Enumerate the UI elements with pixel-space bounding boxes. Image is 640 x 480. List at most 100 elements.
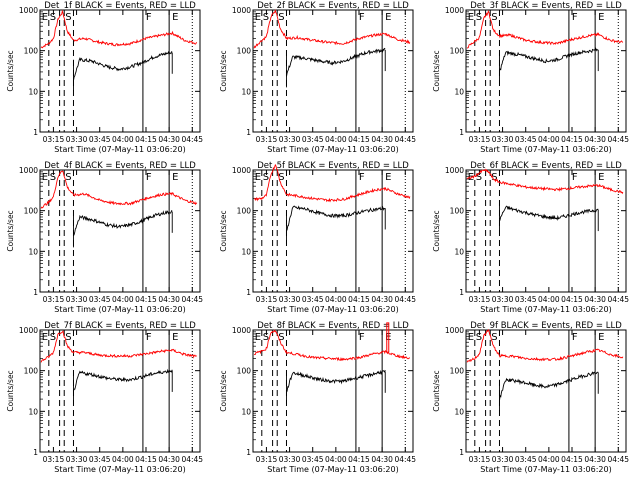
y-tick-label: 100 [450, 207, 465, 216]
plot-frame [252, 9, 414, 133]
chart-title: Det_9f BLACK = Events, RED = LLD [470, 321, 622, 331]
y-tick-label: 100 [24, 367, 39, 376]
marker-label: E [42, 332, 48, 343]
chart-title: Det_7f BLACK = Events, RED = LLD [44, 321, 196, 331]
x-tick-label: 04:15 [561, 295, 583, 304]
y-tick-label: 1000 [19, 166, 38, 175]
y-tick-label: 10 [454, 407, 464, 416]
series-line-events [499, 371, 599, 401]
marker-label: S [50, 12, 56, 23]
marker-label: S [476, 172, 482, 183]
y-axis-label: Counts/sec [219, 50, 228, 91]
marker-label: F [146, 12, 152, 23]
marker-label: S [50, 332, 56, 343]
x-tick-label: 03:45 [89, 455, 111, 464]
plot-frame [465, 169, 627, 293]
chart-panel-6: Det_6f BLACK = Events, RED = LLD 1 10 100 10… [432, 161, 629, 314]
marker-label: E [385, 12, 391, 23]
y-tick-label: 1000 [232, 6, 251, 15]
series-line-lld [254, 329, 410, 362]
plot-frame [39, 9, 201, 133]
series-line-events [73, 50, 173, 81]
x-tick-label: 04:00 [325, 455, 347, 464]
x-tick-label: 04:30 [584, 455, 606, 464]
series-line-lld [40, 330, 198, 363]
x-tick-label: 04:00 [112, 455, 134, 464]
x-tick-label: 04:30 [158, 135, 180, 144]
y-tick-label: 1000 [19, 6, 38, 15]
series-line-lld [40, 9, 198, 49]
x-tick-label: 04:00 [112, 135, 134, 144]
y-tick-label: 1 [33, 128, 38, 137]
plot-frame [39, 329, 201, 453]
y-tick-label: 1000 [19, 326, 38, 335]
series-line-events [286, 205, 386, 232]
plot-frame [465, 9, 627, 133]
x-axis-label: Start Time (07-May-11 03:06:20) [267, 465, 398, 474]
x-axis-label: Start Time (07-May-11 03:06:20) [480, 305, 611, 314]
y-tick-label: 1000 [232, 326, 251, 335]
marker-label: S [278, 12, 284, 23]
chart-panel-7: Det_7f BLACK = Events, RED = LLD 1 10 100 10… [6, 321, 203, 474]
x-axis-label: Start Time (07-May-11 03:06:20) [267, 145, 398, 154]
marker-label: F [359, 172, 365, 183]
x-tick-label: 03:45 [515, 455, 537, 464]
x-tick-label: 03:30 [66, 135, 88, 144]
y-tick-label: 100 [237, 367, 252, 376]
x-tick-label: 04:45 [394, 135, 416, 144]
x-tick-label: 04:45 [394, 295, 416, 304]
x-tick-label: 03:45 [89, 135, 111, 144]
x-tick-label: 04:45 [394, 455, 416, 464]
x-tick-label: 04:45 [607, 295, 629, 304]
plot-frame [252, 329, 414, 453]
chart-title: Det_8f BLACK = Events, RED = LLD [257, 321, 409, 331]
x-tick-label: 03:15 [469, 135, 491, 144]
y-tick-label: 1000 [445, 166, 464, 175]
x-axis-label: Start Time (07-May-11 03:06:20) [54, 305, 185, 314]
series-line-lld [253, 163, 411, 203]
x-tick-label: 03:45 [515, 135, 537, 144]
marker-label: S [491, 12, 497, 23]
y-tick-label: 1000 [445, 6, 464, 15]
marker-label: S [278, 172, 284, 183]
x-tick-label: 04:30 [371, 455, 393, 464]
x-tick-label: 04:15 [348, 135, 370, 144]
marker-label: S [263, 12, 269, 23]
x-tick-label: 03:45 [302, 295, 324, 304]
x-tick-label: 03:15 [43, 295, 65, 304]
marker-label: S [491, 332, 497, 343]
marker-label: F [359, 332, 365, 343]
x-tick-label: 04:15 [135, 295, 157, 304]
x-tick-label: 03:15 [469, 455, 491, 464]
marker-label: F [572, 172, 578, 183]
x-tick-label: 04:15 [561, 135, 583, 144]
chart-title: Det_2f BLACK = Events, RED = LLD [257, 1, 409, 11]
series-line-events [73, 210, 173, 236]
marker-label: E [255, 332, 261, 343]
x-axis-label: Start Time (07-May-11 03:06:20) [54, 465, 185, 474]
y-tick-label: 1 [459, 128, 464, 137]
x-tick-label: 03:15 [43, 135, 65, 144]
marker-label: S [263, 332, 269, 343]
x-tick-label: 03:15 [256, 295, 278, 304]
chart-panel-2: Det_2f BLACK = Events, RED = LLD 1 10 100 10… [219, 1, 416, 154]
marker-label: E [598, 12, 604, 23]
chart-panel-4: Det_4f BLACK = Events, RED = LLD 1 10 100 10… [6, 161, 203, 314]
y-tick-label: 1 [246, 448, 251, 457]
y-tick-label: 1000 [232, 166, 251, 175]
plot-frame [465, 329, 627, 453]
marker-label: S [278, 332, 284, 343]
y-tick-label: 1 [246, 128, 251, 137]
x-tick-label: 04:15 [348, 455, 370, 464]
marker-label: S [65, 12, 71, 23]
chart-panel-9: Det_9f BLACK = Events, RED = LLD 1 10 100 10… [432, 321, 629, 474]
x-tick-label: 04:45 [607, 135, 629, 144]
marker-label: S [65, 332, 71, 343]
marker-label: E [255, 12, 261, 23]
y-axis-label: Counts/sec [432, 50, 441, 91]
chart-title: Det_1f BLACK = Events, RED = LLD [44, 1, 196, 11]
marker-label: F [572, 332, 578, 343]
marker-label: F [146, 332, 152, 343]
y-tick-label: 100 [24, 47, 39, 56]
x-axis-label: Start Time (07-May-11 03:06:20) [54, 145, 185, 154]
